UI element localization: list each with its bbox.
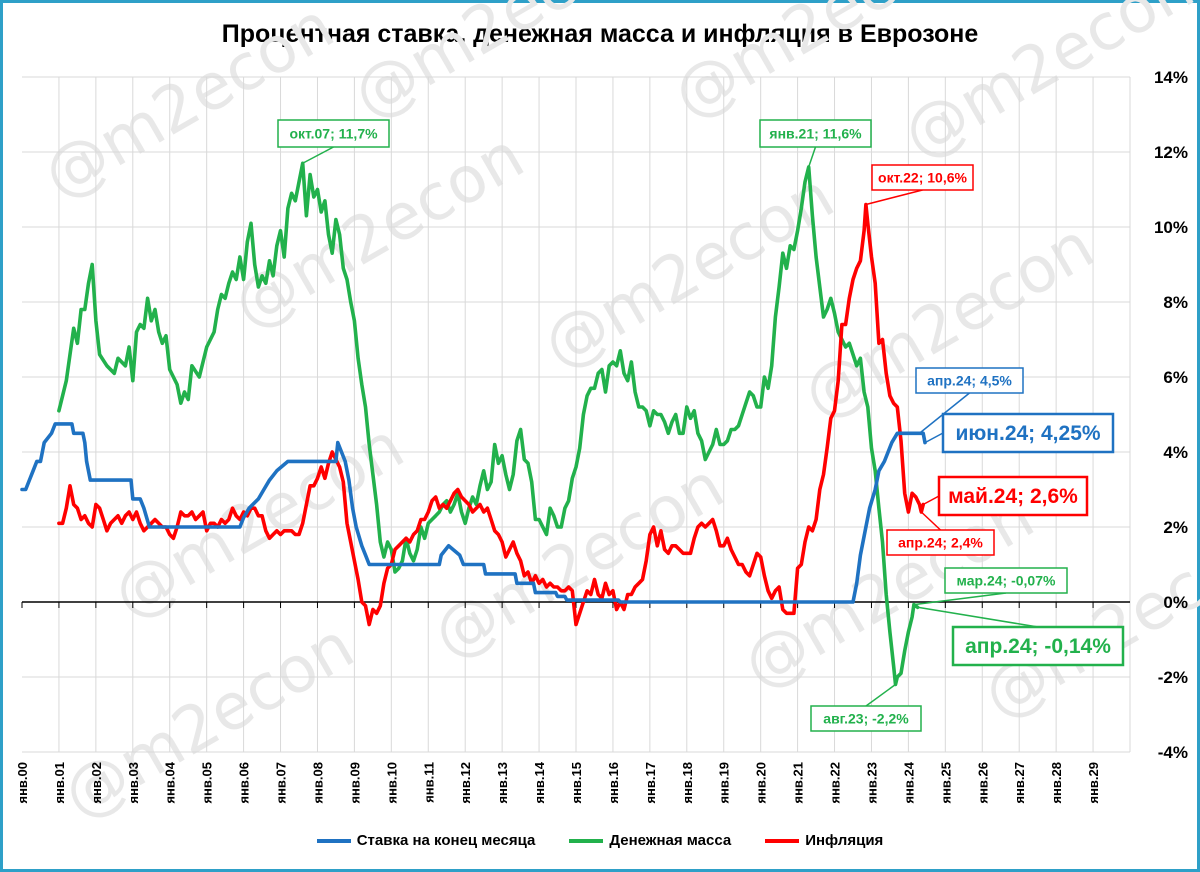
legend-swatch-inflation xyxy=(765,838,800,843)
y-tick-label-8: -2% xyxy=(1158,668,1188,687)
annotation-box-4 xyxy=(941,412,1115,454)
annotation-leader-6 xyxy=(920,511,942,531)
annotation-label-5: май.24; 2,6% xyxy=(948,485,1078,508)
annotation-box-1 xyxy=(759,119,872,148)
legend-swatch-rate xyxy=(316,838,351,843)
x-tick-label-23: янв.23 xyxy=(864,762,879,804)
watermark-6: @m2econ xyxy=(791,209,1106,434)
annotation-label-0: окт.07; 11,7% xyxy=(289,126,378,142)
x-tick-label-26: янв.26 xyxy=(975,762,990,804)
x-axis: янв.00 янв.01 янв.02 янв.03 янв.04 янв.05 янв.… xyxy=(15,601,1130,804)
y-tick-label-9: -4% xyxy=(1158,743,1188,762)
x-tick-label-16: янв.16 xyxy=(606,762,621,804)
x-tick-label-24: янв.24 xyxy=(901,761,916,803)
annotation-label-2: окт.22; 10,6% xyxy=(878,170,967,186)
y-tick-label-6: 2% xyxy=(1163,518,1188,537)
legend-item-rate: Ставка на конец месяца xyxy=(316,832,536,849)
x-tick-label-18: янв.18 xyxy=(680,762,695,804)
legend-label-inflation: Инфляция xyxy=(805,832,884,849)
x-tick-label-6: янв.06 xyxy=(237,762,252,804)
annotation-leader-5 xyxy=(922,495,940,506)
annotation-label-8: апр.24; -0,14% xyxy=(965,635,1111,658)
watermark-4: @m2econ xyxy=(221,119,536,344)
y-axis-ticks: 14% 12% 10% 8% 6% 4% 2% 0% -2% -4% xyxy=(1154,68,1188,762)
watermark-5: @m2econ xyxy=(531,159,846,384)
x-tick-label-2: янв.02 xyxy=(89,762,104,804)
x-tick-label-12: янв.12 xyxy=(458,762,473,804)
series-line-0 xyxy=(20,422,927,604)
x-tick-label-15: янв.15 xyxy=(569,762,584,804)
x-tick-label-22: янв.22 xyxy=(828,762,843,804)
x-tick-label-28: янв.28 xyxy=(1049,762,1064,804)
annotation-box-6 xyxy=(886,529,995,556)
y-tick-label-3: 8% xyxy=(1163,293,1188,312)
x-tick-label-9: янв.09 xyxy=(347,762,362,804)
y-tick-label-7: 0% xyxy=(1163,593,1188,612)
legend-label-money: Денежная масса xyxy=(609,832,732,849)
annotation-label-7: мар.24; -0,07% xyxy=(957,573,1056,589)
annotation-label-3: апр.24; 4,5% xyxy=(927,373,1012,389)
annotation-box-7 xyxy=(944,567,1068,594)
x-tick-label-17: янв.17 xyxy=(643,762,658,804)
x-tick-label-3: янв.03 xyxy=(126,762,141,804)
annotation-leader-4 xyxy=(924,432,944,444)
series-lines xyxy=(20,161,927,687)
chart-title: Процентная ставка, денежная масса и инфл… xyxy=(221,20,979,48)
annotation-leader-1 xyxy=(807,146,817,168)
x-tick-label-21: янв.21 xyxy=(791,762,806,804)
x-tick-label-11: янв.11 xyxy=(421,762,436,803)
series-line-2 xyxy=(57,202,925,627)
x-tick-label-4: янв.04 xyxy=(163,761,178,803)
chart-legend: Ставка на конец месяца Денежная масса Ин… xyxy=(0,832,1200,849)
annotation-label-4: июн.24; 4,25% xyxy=(955,422,1100,445)
y-tick-label-5: 4% xyxy=(1163,443,1188,462)
legend-swatch-money xyxy=(569,838,604,843)
y-tick-label-0: 14% xyxy=(1154,68,1188,87)
x-tick-label-0: янв.00 xyxy=(15,762,30,804)
annotation-label-6: апр.24; 2,4% xyxy=(898,535,983,551)
x-tick-label-13: янв.13 xyxy=(495,762,510,804)
annotation-leader-2 xyxy=(865,189,923,206)
x-tick-label-7: янв.07 xyxy=(274,762,289,804)
annotation-box-5 xyxy=(937,475,1089,517)
legend-label-rate: Ставка на конец месяца xyxy=(356,832,536,849)
annotations: окт.07; 11,7% янв.21; 11,6% окт.22; 10,6% а… xyxy=(277,119,1125,732)
annotation-leader-8 xyxy=(917,606,1039,628)
x-tick-label-25: янв.25 xyxy=(938,762,953,804)
y-tick-label-4: 6% xyxy=(1163,368,1188,387)
watermark-1: @m2econ xyxy=(341,0,656,134)
annotation-box-9 xyxy=(810,705,922,732)
annotation-label-1: янв.21; 11,6% xyxy=(769,126,862,142)
x-tick-label-27: янв.27 xyxy=(1012,762,1027,804)
x-tick-label-29: янв.29 xyxy=(1086,762,1101,804)
watermark-8: @m2econ xyxy=(421,449,736,674)
annotation-leader-0 xyxy=(302,146,334,164)
x-tick-label-8: янв.08 xyxy=(310,762,325,804)
legend-item-money: Денежная масса xyxy=(569,832,731,849)
x-tick-label-14: янв.14 xyxy=(532,761,547,803)
annotation-leader-9 xyxy=(865,683,896,707)
x-tick-label-5: янв.05 xyxy=(200,762,215,804)
x-tick-label-19: янв.19 xyxy=(717,762,732,804)
x-tick-label-1: янв.01 xyxy=(52,762,67,804)
annotation-box-2 xyxy=(871,164,974,191)
x-tick-label-10: янв.10 xyxy=(384,762,399,804)
legend-item-inflation: Инфляция xyxy=(765,832,883,849)
annotation-box-8 xyxy=(951,625,1125,667)
annotation-box-3 xyxy=(915,367,1024,394)
annotation-box-0 xyxy=(277,119,390,148)
x-tick-label-20: янв.20 xyxy=(754,762,769,804)
y-tick-label-2: 10% xyxy=(1154,218,1188,237)
annotation-leader-7 xyxy=(913,592,1007,606)
y-tick-label-1: 12% xyxy=(1154,143,1188,162)
annotation-label-9: авг.23; -2,2% xyxy=(823,711,909,727)
series-line-1 xyxy=(57,161,920,687)
